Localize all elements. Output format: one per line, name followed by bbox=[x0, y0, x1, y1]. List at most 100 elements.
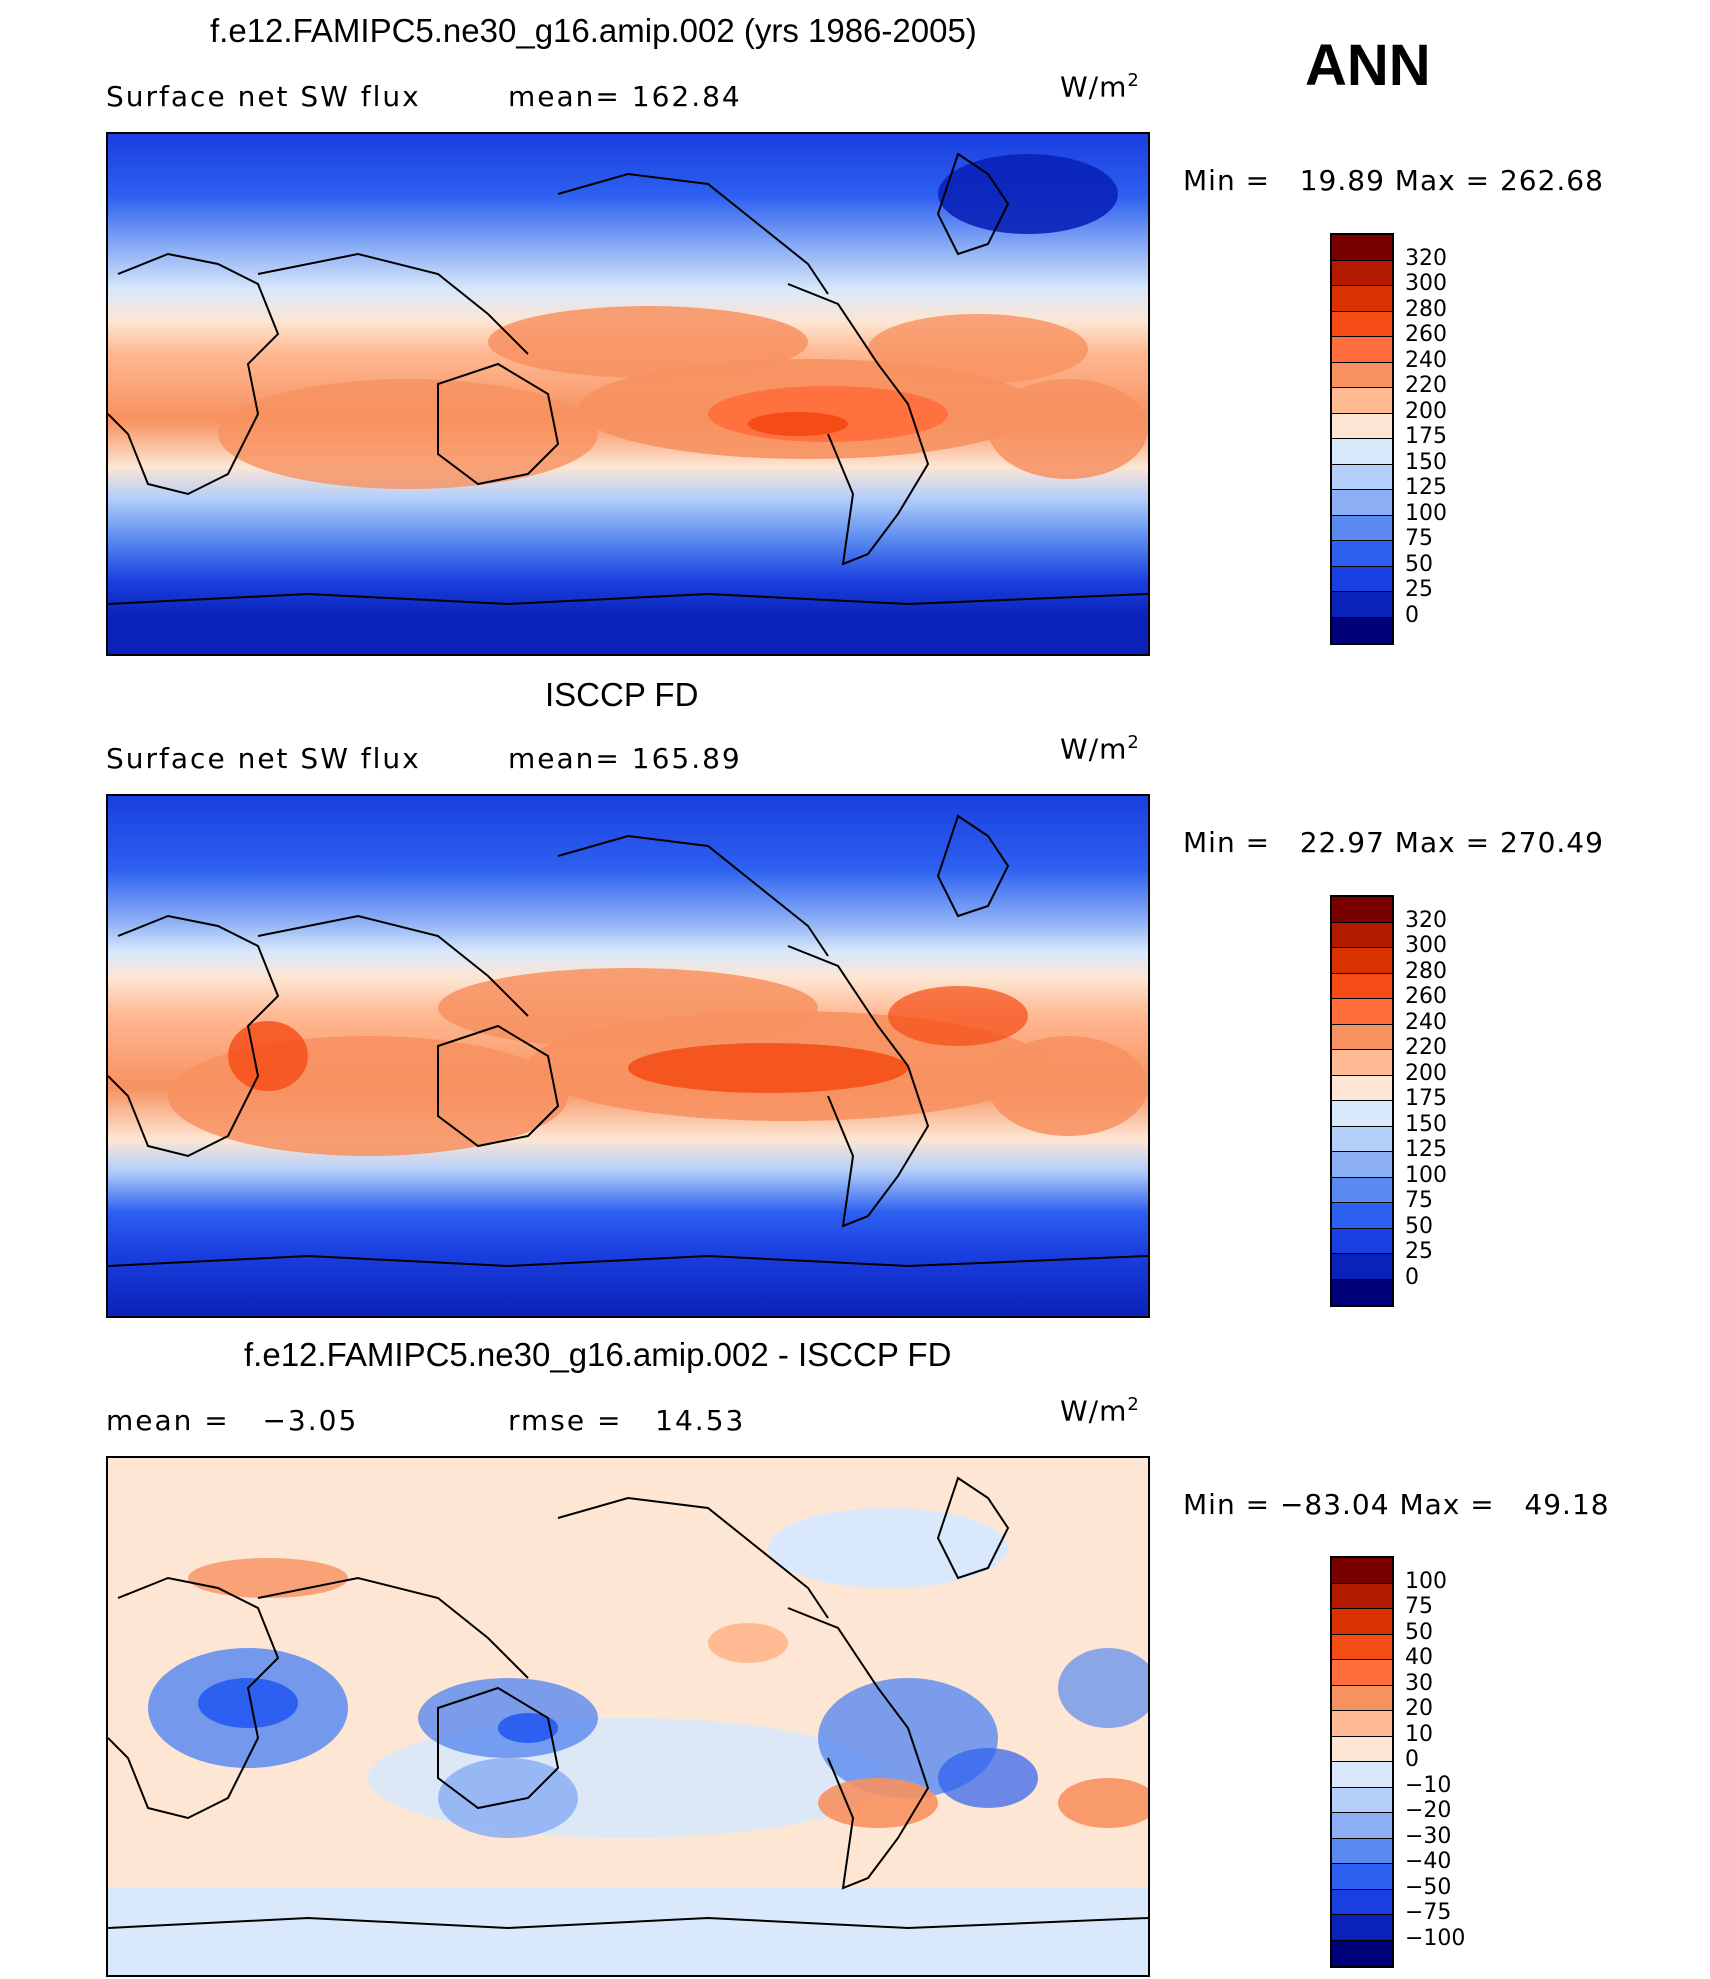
panel-1-title: f.e12.FAMIPC5.ne30_g16.amip.002 (yrs 198… bbox=[210, 12, 977, 49]
colorbar-tick-label: 320 bbox=[1405, 245, 1447, 271]
colorbar-tick-label: 25 bbox=[1405, 577, 1433, 602]
colorbar-tick-label: 175 bbox=[1405, 424, 1447, 449]
colorbar-segment bbox=[1332, 1711, 1392, 1737]
colorbar-tick-label: −75 bbox=[1405, 1900, 1452, 1925]
colorbar-segment bbox=[1332, 1736, 1392, 1762]
colorbar-segment bbox=[1332, 337, 1392, 363]
colorbar-tick-label: −20 bbox=[1405, 1798, 1452, 1823]
colorbar-tick-label: 260 bbox=[1405, 322, 1447, 347]
colorbar-segment bbox=[1332, 1838, 1392, 1864]
colorbar-segment bbox=[1332, 1075, 1392, 1101]
colorbar-segment bbox=[1332, 1660, 1392, 1686]
colorbar-segment bbox=[1332, 311, 1392, 337]
colorbar-segment bbox=[1332, 1228, 1392, 1254]
model-sw-flux-map bbox=[106, 132, 1150, 656]
colorbar-tick-label: 220 bbox=[1405, 1035, 1447, 1060]
colorbar-segment bbox=[1332, 1864, 1392, 1890]
panel-2-units: W/m2 bbox=[1060, 732, 1140, 766]
colorbar-tick-label: 20 bbox=[1405, 1696, 1433, 1721]
panel-2-colorbar bbox=[1330, 895, 1394, 1307]
colorbar-tick-label: 75 bbox=[1405, 1188, 1433, 1213]
colorbar-tick-label: 280 bbox=[1405, 958, 1447, 984]
panel-1-colorbar bbox=[1330, 233, 1394, 645]
colorbar-segment bbox=[1332, 1126, 1392, 1152]
colorbar-segment bbox=[1332, 1889, 1392, 1915]
colorbar-segment bbox=[1332, 592, 1392, 618]
colorbar-segment bbox=[1332, 515, 1392, 541]
colorbar-segment bbox=[1332, 1279, 1392, 1305]
colorbar-segment bbox=[1332, 439, 1392, 465]
colorbar-segment bbox=[1332, 1787, 1392, 1813]
colorbar-segment bbox=[1332, 1634, 1392, 1660]
map-field-1 bbox=[108, 134, 1148, 654]
colorbar-tick-label: 75 bbox=[1405, 526, 1433, 551]
colorbar-tick-label: −30 bbox=[1405, 1823, 1452, 1849]
colorbar-segment bbox=[1332, 617, 1392, 643]
colorbar-segment bbox=[1332, 1203, 1392, 1229]
colorbar-segment bbox=[1332, 1940, 1392, 1966]
panel-3-title: f.e12.FAMIPC5.ne30_g16.amip.002 - ISCCP … bbox=[244, 1336, 952, 1373]
colorbar-segment bbox=[1332, 464, 1392, 490]
colorbar-segment bbox=[1332, 413, 1392, 439]
colorbar-tick-label: 10 bbox=[1405, 1721, 1433, 1747]
colorbar-tick-label: 100 bbox=[1405, 500, 1447, 526]
colorbar-segment bbox=[1332, 388, 1392, 414]
panel-1-variable-label: Surface net SW flux bbox=[106, 80, 421, 113]
colorbar-segment bbox=[1332, 948, 1392, 974]
colorbar-tick-label: 320 bbox=[1405, 907, 1447, 933]
colorbar-tick-label: 240 bbox=[1405, 347, 1447, 373]
colorbar-segment bbox=[1332, 362, 1392, 388]
colorbar-tick-label: −40 bbox=[1405, 1849, 1452, 1874]
colorbar-segment bbox=[1332, 1609, 1392, 1635]
colorbar-1-segments bbox=[1332, 235, 1392, 643]
map-field-2 bbox=[108, 796, 1148, 1316]
colorbar-2-segments bbox=[1332, 897, 1392, 1305]
panel-2-variable-label: Surface net SW flux bbox=[106, 742, 421, 775]
colorbar-segment bbox=[1332, 490, 1392, 516]
panel-2-title: ISCCP FD bbox=[545, 676, 699, 713]
colorbar-segment bbox=[1332, 1915, 1392, 1941]
colorbar-tick-label: −100 bbox=[1405, 1925, 1466, 1951]
season-label: ANN bbox=[1305, 33, 1431, 98]
panel-1-units: W/m2 bbox=[1060, 70, 1140, 104]
colorbar-tick-label: 300 bbox=[1405, 271, 1447, 296]
colorbar-segment bbox=[1332, 1050, 1392, 1076]
difference-map bbox=[106, 1456, 1150, 1977]
colorbar-segment bbox=[1332, 1583, 1392, 1609]
colorbar-tick-label: 125 bbox=[1405, 475, 1447, 500]
colorbar-segment bbox=[1332, 541, 1392, 567]
colorbar-segment bbox=[1332, 1024, 1392, 1050]
colorbar-tick-label: 125 bbox=[1405, 1137, 1447, 1162]
colorbar-tick-label: 260 bbox=[1405, 984, 1447, 1009]
colorbar-tick-label: 0 bbox=[1405, 602, 1419, 628]
colorbar-segment bbox=[1332, 922, 1392, 948]
colorbar-tick-label: 50 bbox=[1405, 1213, 1433, 1239]
colorbar-segment bbox=[1332, 286, 1392, 312]
map-field-3 bbox=[108, 1458, 1148, 1975]
panel-3-mean-label: mean = −3.05 bbox=[106, 1404, 359, 1437]
colorbar-tick-label: 240 bbox=[1405, 1009, 1447, 1035]
colorbar-segment bbox=[1332, 1813, 1392, 1839]
colorbar-segment bbox=[1332, 999, 1392, 1025]
colorbar-segment bbox=[1332, 1254, 1392, 1280]
colorbar-tick-label: 30 bbox=[1405, 1670, 1433, 1696]
colorbar-segment bbox=[1332, 566, 1392, 592]
colorbar-tick-label: −50 bbox=[1405, 1874, 1452, 1900]
colorbar-segment bbox=[1332, 1558, 1392, 1584]
panel-2-minmax: Min = 22.97 Max = 270.49 bbox=[1183, 826, 1604, 859]
obs-sw-flux-map bbox=[106, 794, 1150, 1318]
colorbar-tick-label: 280 bbox=[1405, 296, 1447, 322]
colorbar-tick-label: 200 bbox=[1405, 1060, 1447, 1086]
panel-3-units: W/m2 bbox=[1060, 1394, 1140, 1428]
colorbar-tick-label: 75 bbox=[1405, 1594, 1433, 1619]
colorbar-tick-label: 220 bbox=[1405, 373, 1447, 398]
colorbar-tick-label: 150 bbox=[1405, 1111, 1447, 1137]
panel-1-mean-label: mean= 162.84 bbox=[508, 80, 742, 113]
colorbar-segment bbox=[1332, 1101, 1392, 1127]
colorbar-tick-label: 100 bbox=[1405, 1162, 1447, 1188]
colorbar-3-segments bbox=[1332, 1558, 1392, 1966]
colorbar-tick-label: 300 bbox=[1405, 933, 1447, 958]
colorbar-segment bbox=[1332, 973, 1392, 999]
colorbar-segment bbox=[1332, 1152, 1392, 1178]
panel-3-rmse-label: rmse = 14.53 bbox=[508, 1404, 746, 1437]
